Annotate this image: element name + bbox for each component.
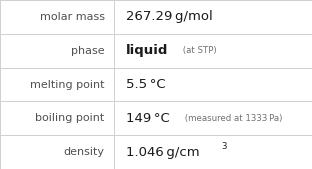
Text: melting point: melting point [30, 79, 105, 90]
Text: 1.046 g/cm: 1.046 g/cm [126, 146, 200, 159]
Text: density: density [64, 147, 105, 157]
Text: liquid: liquid [126, 44, 169, 57]
Text: boiling point: boiling point [35, 113, 105, 123]
Text: 5.5 °C: 5.5 °C [126, 78, 166, 91]
Text: molar mass: molar mass [40, 12, 105, 22]
Text: (at STP): (at STP) [181, 46, 217, 55]
Text: 267.29 g/mol: 267.29 g/mol [126, 10, 213, 23]
Text: phase: phase [71, 46, 105, 56]
Text: (measured at 1333 Pa): (measured at 1333 Pa) [183, 114, 282, 123]
Text: 3: 3 [221, 141, 227, 151]
Text: 149 °C: 149 °C [126, 112, 170, 125]
